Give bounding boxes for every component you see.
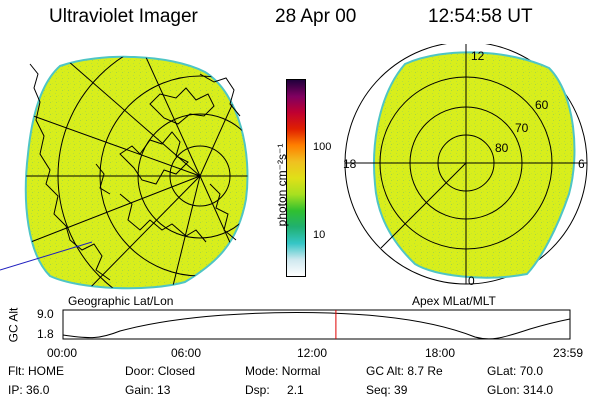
- status-dsp: Dsp: 2.1: [245, 383, 304, 397]
- apex-mlat-mlt-panel: 12 18 6 0 60 70 80: [343, 44, 588, 288]
- status-glon: GLon: 314.0: [487, 383, 553, 397]
- gc-alt-tick-9: 9.0: [37, 307, 54, 321]
- apex-caption: Apex MLat/MLT: [412, 294, 496, 308]
- seq-value: 39: [394, 383, 408, 397]
- ip-label: IP:: [8, 383, 23, 397]
- mlat-label-80: 80: [495, 141, 509, 155]
- flt-value: HOME: [28, 364, 65, 378]
- glat-value: 70.0: [519, 364, 544, 378]
- door-value: Closed: [157, 364, 196, 378]
- instrument-title: Ultraviolet Imager: [49, 6, 198, 27]
- glon-label: GLon:: [487, 383, 520, 397]
- gain-value: 13: [157, 383, 171, 397]
- glon-value: 314.0: [523, 383, 554, 397]
- mlt-label-12: 12: [471, 49, 485, 63]
- gc-alt-axis-label: GC Alt: [6, 307, 21, 343]
- geographic-map-panel: [0, 55, 249, 290]
- geographic-caption: Geographic Lat/Lon: [68, 294, 174, 308]
- status-gain: Gain: 13: [125, 383, 170, 397]
- ip-value: 36.0: [26, 383, 50, 397]
- mlt-label-18: 18: [343, 157, 357, 171]
- colorbar-tick-100: 100: [313, 141, 332, 153]
- gc-alt-label: GC Alt:: [366, 364, 405, 378]
- status-door: Door: Closed: [125, 364, 195, 378]
- coastline-outlines: [29, 63, 241, 281]
- gc-alt-tick-1-8: 1.8: [37, 327, 54, 341]
- mode-value: Normal: [281, 364, 321, 378]
- mlt-label-6: 6: [578, 157, 585, 171]
- flt-label: Flt:: [8, 364, 25, 378]
- dsp-label: Dsp:: [245, 383, 270, 397]
- status-gc-alt: GC Alt: 8.7 Re: [366, 364, 443, 378]
- colorbar-unit-label: photon cm⁻²s⁻¹: [275, 143, 289, 227]
- dsp-value: 2.1: [287, 383, 304, 397]
- date-title: 28 Apr 00: [275, 6, 357, 27]
- time-tick-1200: 12:00: [297, 346, 328, 360]
- colorbar-tick-10: 10: [313, 229, 326, 241]
- status-seq: Seq: 39: [366, 383, 407, 397]
- door-label: Door:: [125, 364, 155, 378]
- altitude-timeline-plot: [62, 309, 571, 340]
- time-tick-0000: 00:00: [47, 346, 78, 360]
- intensity-colorbar: [286, 79, 306, 277]
- apex-image-region: [373, 51, 576, 279]
- seq-label: Seq:: [366, 383, 391, 397]
- status-ip: IP: 36.0: [8, 383, 49, 397]
- altitude-curve: [62, 312, 571, 340]
- status-flt: Flt: HOME: [8, 364, 64, 378]
- gc-alt-value: 8.7 Re: [407, 364, 443, 378]
- time-tick-2359: 23:59: [553, 346, 584, 360]
- time-tick-1800: 18:00: [425, 346, 456, 360]
- time-title: 12:54:58 UT: [428, 6, 533, 27]
- gain-label: Gain:: [125, 383, 154, 397]
- status-glat: GLat: 70.0: [487, 364, 543, 378]
- mlt-label-0: 0: [468, 274, 475, 288]
- status-mode: Mode: Normal: [245, 364, 320, 378]
- mode-label: Mode:: [245, 364, 279, 378]
- time-tick-0600: 06:00: [171, 346, 202, 360]
- glat-label: GLat:: [487, 364, 517, 378]
- satellite-track: [0, 241, 93, 271]
- mlat-label-70: 70: [515, 121, 529, 135]
- mlat-label-60: 60: [535, 98, 549, 112]
